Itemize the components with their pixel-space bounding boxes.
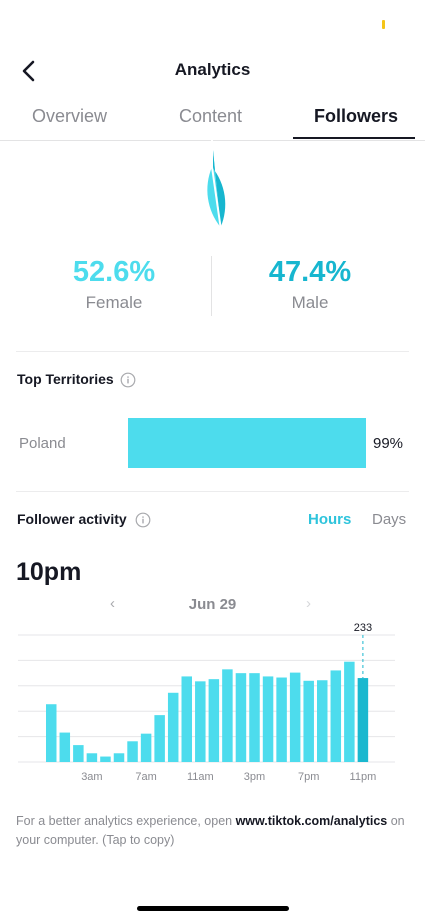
info-icon[interactable] bbox=[120, 372, 136, 388]
chart-bar-7pm[interactable] bbox=[303, 680, 314, 762]
footer-text-end: on your computer. (Tap to copy) bbox=[16, 814, 405, 847]
chart-tick-label: 7pm bbox=[298, 771, 319, 783]
top-territories-title: Top Territories bbox=[17, 371, 114, 387]
chart-bar-7am[interactable] bbox=[140, 733, 152, 762]
chart-bar-2pm[interactable] bbox=[235, 673, 247, 762]
chart-bar-4am[interactable] bbox=[100, 756, 111, 762]
highlight-value-label: 233 bbox=[354, 622, 372, 634]
chart-bar-6am[interactable] bbox=[127, 741, 138, 762]
chart-tick-label: 3am bbox=[81, 771, 102, 783]
prev-date-button[interactable]: ‹ bbox=[110, 595, 115, 612]
info-icon[interactable] bbox=[135, 512, 151, 528]
chart-bar-4pm[interactable] bbox=[262, 676, 274, 762]
tab-followers[interactable]: Followers bbox=[314, 106, 399, 126]
page-title: Analytics bbox=[174, 60, 251, 79]
chart-bar-2am[interactable] bbox=[73, 745, 84, 762]
female-percent: 52.6% bbox=[72, 256, 156, 288]
tab-overview[interactable]: Overview bbox=[32, 106, 108, 126]
chart-bar-6pm[interactable] bbox=[289, 672, 301, 762]
date-label: Jun 29 bbox=[188, 596, 237, 613]
chart-bar-5pm[interactable] bbox=[276, 677, 287, 762]
chart-bar-9am[interactable] bbox=[167, 692, 179, 762]
chart-tick-label: 11pm bbox=[350, 771, 377, 783]
male-stat: 47.4% Male bbox=[210, 256, 410, 313]
territory-percent: 99% bbox=[373, 435, 404, 452]
footer-text: For a better analytics experience, open bbox=[16, 814, 236, 828]
chart-bar-12pm[interactable] bbox=[208, 679, 220, 762]
back-button[interactable] bbox=[14, 56, 44, 86]
chart-bar-12am[interactable] bbox=[46, 704, 57, 762]
hours-toggle[interactable]: Hours bbox=[308, 511, 352, 528]
chart-bar-10am[interactable] bbox=[181, 676, 193, 762]
male-percent: 47.4% bbox=[268, 256, 352, 288]
selected-time: 10pm bbox=[16, 558, 82, 586]
follower-activity-title: Follower activity bbox=[17, 511, 127, 527]
active-tab-indicator bbox=[293, 137, 415, 139]
chart-tick-label: 11am bbox=[187, 771, 214, 783]
male-label: Male bbox=[291, 293, 329, 312]
gender-pie-chart bbox=[207, 140, 226, 228]
chart-bar-8pm[interactable] bbox=[317, 680, 328, 762]
follower-activity-chart: 233 3am 7am 11am 3pm 7pm 11pm bbox=[18, 622, 395, 783]
gender-divider bbox=[211, 256, 212, 316]
divider bbox=[16, 491, 409, 492]
tab-bar: Overview Content Followers bbox=[0, 100, 425, 141]
chart-bar-11am[interactable] bbox=[195, 681, 206, 762]
chart-bar-3am[interactable] bbox=[86, 753, 98, 762]
female-stat: 52.6% Female bbox=[14, 256, 214, 313]
footer-note[interactable]: For a better analytics experience, open … bbox=[16, 812, 411, 850]
chart-bar-3pm[interactable] bbox=[249, 673, 260, 762]
chart-bar-11pm[interactable] bbox=[357, 678, 369, 762]
chart-bar-5am[interactable] bbox=[113, 753, 125, 762]
territory-name: Poland bbox=[19, 435, 66, 452]
home-indicator bbox=[137, 906, 289, 911]
analytics-link[interactable]: www.tiktok.com/analytics bbox=[235, 814, 388, 828]
chart-bar-8am[interactable] bbox=[154, 715, 165, 762]
pie-slice-male bbox=[212, 140, 226, 228]
female-label: Female bbox=[85, 293, 143, 312]
territory-bar bbox=[128, 418, 366, 468]
tab-content[interactable]: Content bbox=[179, 106, 243, 126]
chart-bar-10pm[interactable] bbox=[344, 661, 355, 762]
chart-tick-label: 7am bbox=[135, 771, 156, 783]
status-indicator bbox=[382, 20, 385, 29]
days-toggle[interactable]: Days bbox=[372, 511, 407, 528]
chevron-left-icon bbox=[22, 60, 35, 82]
chart-bar-1pm[interactable] bbox=[222, 669, 233, 762]
chart-tick-label: 3pm bbox=[244, 771, 265, 783]
divider bbox=[16, 351, 409, 352]
next-date-button[interactable]: › bbox=[306, 595, 311, 612]
chart-bar-1am[interactable] bbox=[59, 732, 71, 762]
header: Analytics bbox=[0, 48, 425, 92]
chart-bar-9pm[interactable] bbox=[330, 670, 342, 762]
